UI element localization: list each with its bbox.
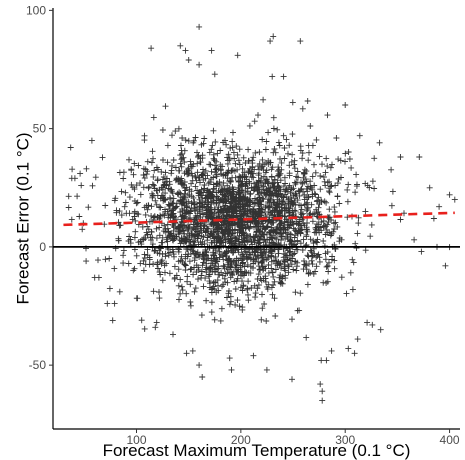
x-tick-label: 300 <box>335 433 355 447</box>
y-tick-label: 50 <box>33 122 47 136</box>
line-layer <box>53 211 460 248</box>
y-axis-title: Forecast Error (0.1 °C) <box>13 132 32 304</box>
trend-line <box>63 211 455 227</box>
axes: 100 200 300 400 -50 0 50 100 <box>26 3 460 447</box>
scatter-points <box>65 23 458 404</box>
x-axis-title: Forecast Maximum Temperature (0.1 °C) <box>103 441 411 460</box>
point-cloud <box>65 23 458 404</box>
x-tick-label: 400 <box>440 433 460 447</box>
x-tick-label: 100 <box>126 433 146 447</box>
y-tick-label: 0 <box>39 240 46 254</box>
x-tick-label: 200 <box>231 433 251 447</box>
y-tick-label: -50 <box>29 358 47 372</box>
y-tick-label: 100 <box>26 3 46 17</box>
